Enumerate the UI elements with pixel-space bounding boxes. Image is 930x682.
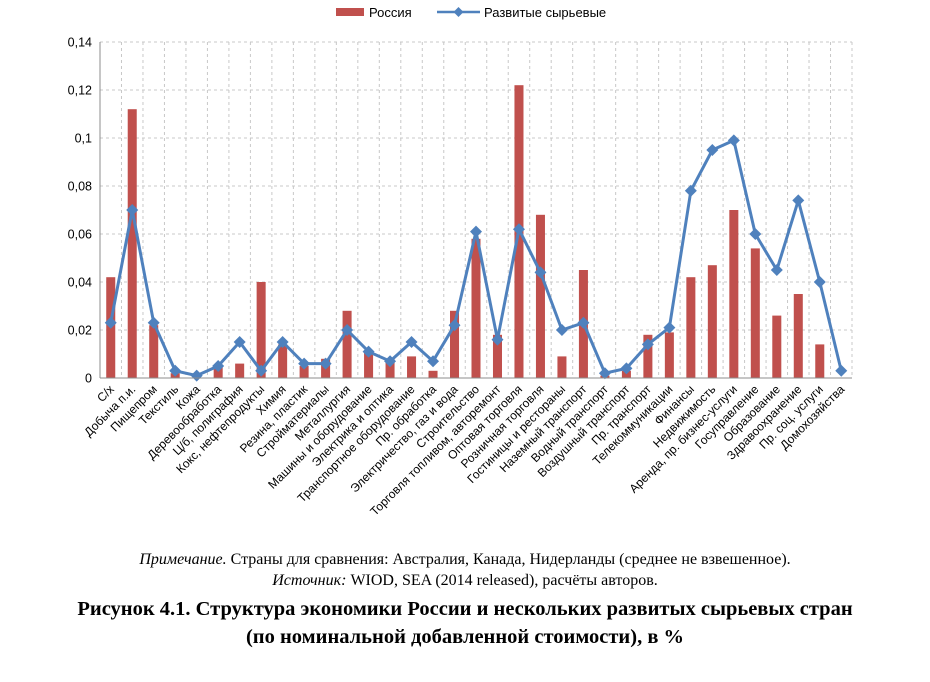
- point-developed: [706, 144, 719, 156]
- point-developed: [126, 204, 139, 216]
- point-developed: [104, 316, 117, 329]
- point-developed: [598, 367, 611, 380]
- bar-russia: [772, 315, 782, 378]
- grid: [99, 41, 853, 378]
- bar-russia: [750, 248, 760, 378]
- point-developed: [792, 194, 805, 207]
- caption-line-1: Рисунок 4.1. Структура экономики России …: [77, 598, 853, 620]
- legend-label-developed: Развитые сырьевые: [484, 5, 606, 20]
- point-developed: [813, 276, 826, 288]
- y-tick-label: 0,1: [75, 132, 92, 146]
- point-developed: [448, 319, 461, 332]
- point-developed: [534, 266, 547, 279]
- bar-russia: [686, 277, 696, 378]
- legend-label-russia: Россия: [369, 5, 412, 20]
- point-developed: [684, 184, 697, 197]
- y-tick-label: 0,12: [68, 84, 92, 98]
- source-label: Источник:: [272, 572, 347, 589]
- legend-swatch-russia: [336, 8, 364, 16]
- point-developed: [663, 321, 676, 334]
- source: Источник: WIOD, SEA (2014 released), рас…: [0, 571, 930, 591]
- bar-russia: [793, 294, 803, 378]
- point-developed: [212, 360, 225, 372]
- point-developed: [384, 355, 397, 368]
- bar-russia: [342, 310, 352, 378]
- caption-line-2: (по номинальной добавленной стоимости), …: [245, 626, 685, 648]
- source-text: WIOD, SEA (2014 released), расчёты автор…: [346, 572, 658, 589]
- note: Примечание. Страны для сравнения: Австра…: [0, 550, 930, 570]
- point-developed: [491, 333, 504, 346]
- point-developed: [577, 316, 590, 329]
- bar-russia: [471, 238, 481, 378]
- bar-series-russia: [106, 85, 825, 378]
- bar-russia: [235, 363, 245, 378]
- point-developed: [512, 223, 525, 236]
- point-developed: [835, 364, 848, 377]
- legend-marker-developed: [453, 7, 464, 17]
- y-tick-label: 0,14: [68, 36, 92, 50]
- y-tick-label: 0,06: [68, 228, 92, 242]
- point-developed: [641, 338, 654, 351]
- point-developed: [147, 316, 160, 329]
- bar-russia: [643, 334, 653, 378]
- point-developed: [362, 345, 375, 358]
- point-developed: [319, 357, 332, 370]
- bar-russia: [492, 334, 502, 378]
- bar-russia: [815, 344, 825, 378]
- bar-russia: [428, 370, 438, 378]
- bar-russia: [407, 356, 417, 378]
- point-developed: [770, 264, 783, 276]
- point-developed: [727, 134, 740, 147]
- point-developed: [341, 324, 354, 336]
- bar-russia: [385, 358, 395, 378]
- point-developed: [276, 336, 289, 348]
- point-developed: [255, 364, 268, 377]
- bar-russia: [557, 356, 567, 378]
- line-series-developed: [104, 134, 848, 382]
- point-developed: [405, 336, 418, 348]
- bar-russia: [127, 109, 137, 378]
- point-developed: [233, 336, 246, 348]
- note-text: Страны для сравнения: Австралия, Канада,…: [226, 551, 791, 568]
- bar-russia: [213, 366, 223, 378]
- bar-russia: [364, 351, 374, 378]
- y-tick-label: 0,04: [68, 276, 92, 290]
- point-developed: [427, 355, 440, 368]
- bar-russia: [256, 282, 266, 378]
- point-developed: [749, 228, 762, 240]
- bar-russia: [729, 210, 739, 378]
- y-tick-label: 0: [85, 372, 92, 386]
- point-developed: [169, 364, 182, 377]
- y-tick-label: 0,02: [68, 324, 92, 338]
- bar-russia: [664, 332, 674, 378]
- point-developed: [190, 369, 203, 382]
- bar-russia: [278, 344, 288, 378]
- bar-russia: [299, 366, 309, 378]
- point-developed: [298, 357, 311, 370]
- y-tick-label: 0,08: [68, 180, 92, 194]
- point-developed: [555, 324, 568, 336]
- legend: Россия Развитые сырьевые: [336, 5, 606, 20]
- point-developed: [470, 225, 482, 238]
- point-developed: [620, 362, 633, 375]
- bar-russia: [149, 325, 159, 378]
- bar-russia: [450, 310, 460, 378]
- bar-russia: [707, 265, 717, 378]
- note-label: Примечание.: [139, 551, 227, 568]
- bar-russia: [535, 214, 545, 378]
